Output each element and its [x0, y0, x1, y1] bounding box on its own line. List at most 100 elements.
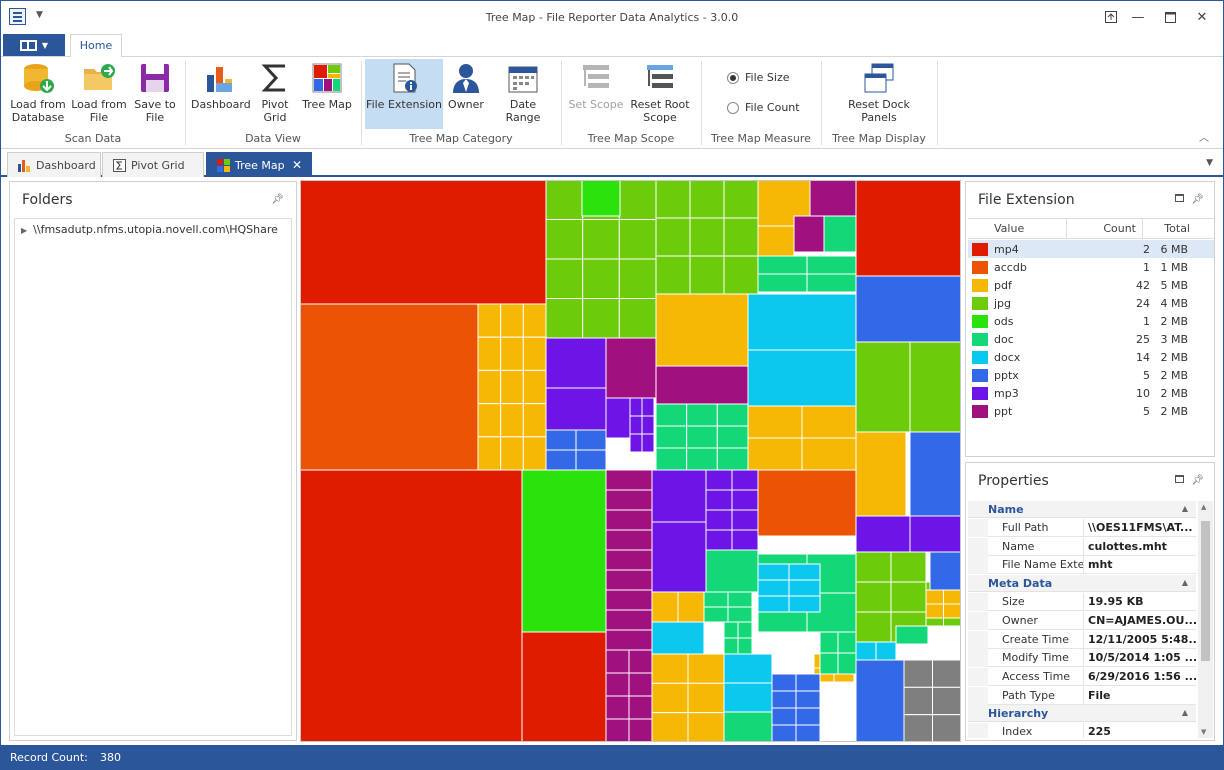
treemap-tile-pptx[interactable]: [575, 449, 607, 471]
quick-access-dropdown-icon[interactable]: ▼: [36, 10, 43, 20]
treemap-tile-jpg[interactable]: [855, 551, 892, 583]
treemap-tile-mp3[interactable]: [705, 509, 733, 531]
property-category[interactable]: Hierarchy ▲: [968, 705, 1196, 723]
treemap-tile-pdf[interactable]: [477, 436, 502, 471]
treemap-tile-doc[interactable]: [686, 447, 718, 471]
property-value[interactable]: 19.95 KB: [1088, 595, 1144, 609]
treemap-tile-pptx[interactable]: [795, 673, 821, 692]
tab-dashboard[interactable]: Dashboard: [7, 152, 101, 177]
property-row[interactable]: Access Time 6/29/2016 1:56 ...: [968, 667, 1196, 686]
treemap-tile-ppt[interactable]: [605, 569, 653, 591]
treemap-tile-docx[interactable]: [747, 293, 857, 351]
treemap-tile-mp3[interactable]: [731, 489, 759, 511]
owner-category-button[interactable]: Owner: [447, 59, 485, 129]
dashboard-button[interactable]: Dashboard: [191, 59, 251, 129]
property-value[interactable]: \\OES11FMS\AT...: [1088, 521, 1193, 534]
treemap-tile-mp3[interactable]: [651, 469, 707, 523]
treemap-tile-doc[interactable]: [757, 255, 808, 275]
treemap-tile-pdf[interactable]: [477, 303, 502, 338]
treemap-tile-doc[interactable]: [819, 631, 839, 654]
treemap-tile-doc[interactable]: [737, 637, 753, 655]
reset-root-scope-button[interactable]: Reset Root Scope: [629, 59, 691, 129]
treemap-tile-doc[interactable]: [703, 606, 729, 623]
treemap-tile-doc[interactable]: [705, 549, 759, 593]
treemap-tile-mp3[interactable]: [651, 521, 707, 593]
treemap-tile-doc[interactable]: [895, 625, 929, 645]
treemap-tile-pdf[interactable]: [687, 653, 725, 684]
file-extension-row[interactable]: ods 1 2 MB: [968, 312, 1214, 330]
tree-node-root[interactable]: ▶ \\fmsadutp.nfms.utopia.novell.com\HQSha…: [21, 223, 278, 236]
treemap-tile-jpg[interactable]: [582, 219, 620, 260]
treemap-tile-mp3[interactable]: [605, 397, 631, 439]
treemap-tile-pdf[interactable]: [477, 403, 502, 438]
treemap-tile-pdf[interactable]: [477, 336, 502, 371]
treemap-tile-jpg[interactable]: [909, 341, 961, 433]
property-category[interactable]: Meta Data ▲: [968, 575, 1196, 593]
treemap-tile-jpg[interactable]: [618, 258, 657, 299]
treemap-tile-jpg[interactable]: [855, 581, 892, 613]
treemap-tile-doc[interactable]: [837, 652, 857, 675]
treemap-tile-pptx[interactable]: [771, 690, 797, 709]
treemap-tile-ppt[interactable]: [793, 215, 825, 253]
pin-icon[interactable]: 📌︎: [1191, 475, 1204, 486]
treemap-tile-mp4[interactable]: [300, 469, 523, 742]
treemap-tile-gray[interactable]: [932, 714, 962, 742]
treemap-tile-pdf[interactable]: [500, 436, 524, 471]
property-value[interactable]: culottes.mht: [1088, 539, 1167, 553]
treemap-tile-ppt[interactable]: [605, 589, 653, 611]
treemap-tile-pdf[interactable]: [757, 225, 795, 257]
load-from-file-button[interactable]: Load from File: [71, 59, 127, 129]
property-value[interactable]: 6/29/2016 1:56 ...: [1088, 669, 1196, 683]
treemap-tile-jpg[interactable]: [890, 551, 927, 583]
treemap-tile-doc[interactable]: [723, 711, 773, 742]
treemap-tile-ppt[interactable]: [605, 489, 653, 511]
file-extension-row[interactable]: jpg 24 4 MB: [968, 294, 1214, 312]
collapse-category-icon[interactable]: ▲: [1181, 708, 1188, 718]
treemap-tile-docx[interactable]: [723, 682, 773, 713]
treemap-tile-ppt[interactable]: [605, 549, 653, 571]
treemap-tile-ppt[interactable]: [605, 509, 653, 531]
treemap-tile-pptx[interactable]: [575, 429, 607, 451]
treemap-tile-pdf[interactable]: [747, 437, 803, 471]
file-count-radio[interactable]: File Count: [727, 101, 800, 114]
tab-list-dropdown-icon[interactable]: ▼: [1206, 158, 1213, 168]
treemap-tile-ppt[interactable]: [628, 672, 653, 697]
treemap-tile-jpg[interactable]: [618, 219, 657, 260]
treemap-tile-doc[interactable]: [806, 273, 857, 293]
treemap-tile-mp3[interactable]: [705, 469, 733, 491]
treemap-tile-pdf[interactable]: [801, 437, 857, 471]
treemap-tile-doc[interactable]: [723, 621, 739, 639]
treemap-tile-docx[interactable]: [651, 621, 705, 655]
file-extension-row[interactable]: mp3 10 2 MB: [968, 384, 1214, 402]
treemap-tile-accdb[interactable]: [757, 469, 857, 537]
treemap-tile-jpg[interactable]: [545, 219, 584, 260]
treemap-tile-doc[interactable]: [723, 637, 739, 655]
treemap-tile-jpg[interactable]: [890, 581, 927, 613]
treemap-tile-mp3[interactable]: [855, 515, 911, 553]
treemap-tile-ods[interactable]: [581, 180, 621, 217]
treemap-tile-pptx[interactable]: [909, 431, 961, 517]
property-row[interactable]: Modify Time 10/5/2014 1:05 ...: [968, 649, 1196, 668]
treemap-tile-pdf[interactable]: [477, 369, 502, 405]
file-extension-category-button[interactable]: File Extension: [365, 59, 443, 129]
collapse-category-icon[interactable]: ▲: [1181, 578, 1188, 588]
treemap-tile-doc[interactable]: [737, 621, 753, 639]
treemap-tile-pptx[interactable]: [795, 690, 821, 709]
treemap-tile-gray[interactable]: [903, 659, 933, 688]
treemap-tile-ppt[interactable]: [628, 649, 653, 674]
treemap-tile-doc[interactable]: [716, 447, 749, 471]
treemap-tile-pdf[interactable]: [651, 653, 689, 684]
treemap-tile-gray[interactable]: [932, 659, 962, 688]
treemap-tile-pdf[interactable]: [925, 603, 944, 619]
treemap-tile-docx[interactable]: [788, 595, 821, 613]
treemap-tile-pptx[interactable]: [771, 707, 797, 726]
treemap-tile-ppt[interactable]: [605, 695, 630, 720]
treemap-tile-pdf[interactable]: [522, 436, 547, 471]
treemap-tile-mp3[interactable]: [731, 509, 759, 531]
tree-map-canvas[interactable]: [300, 180, 961, 742]
file-extension-row[interactable]: pdf 42 5 MB: [968, 276, 1214, 294]
treemap-tile-pdf[interactable]: [500, 403, 524, 438]
property-row[interactable]: Create Time 12/11/2005 5:48...: [968, 630, 1196, 649]
tree-map-view-button[interactable]: Tree Map: [301, 59, 353, 129]
property-row[interactable]: Name culottes.mht: [968, 537, 1196, 556]
